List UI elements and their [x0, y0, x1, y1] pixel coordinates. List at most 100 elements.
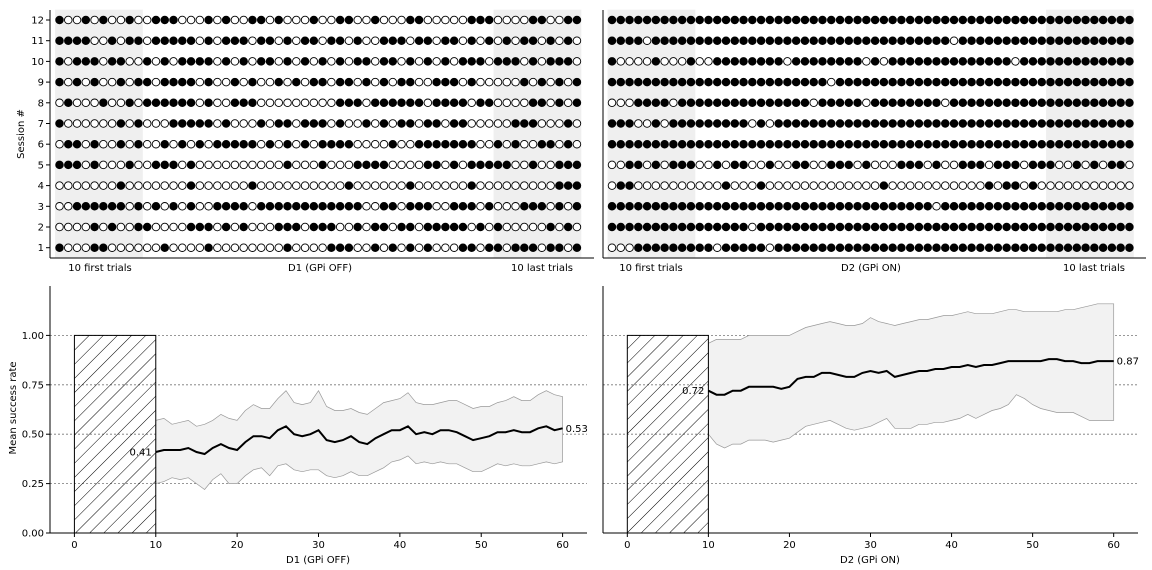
- trial-marker: [1019, 202, 1029, 211]
- trial-marker: [686, 98, 696, 108]
- trial-marker: [616, 222, 626, 232]
- trial-marker: [230, 36, 240, 45]
- trial-marker: [941, 160, 950, 170]
- trial-marker: [704, 139, 713, 149]
- trial-marker: [300, 181, 310, 190]
- trial-marker: [1125, 119, 1134, 128]
- trial-marker: [642, 77, 652, 87]
- trial-marker: [90, 119, 99, 128]
- trial-marker: [414, 243, 424, 252]
- trial-marker: [616, 77, 626, 87]
- trial-marker: [800, 181, 810, 190]
- x-tick-label: 30: [864, 540, 877, 551]
- trial-marker: [335, 36, 345, 45]
- trial-marker: [1019, 119, 1029, 128]
- trial-marker: [476, 202, 485, 211]
- trial-marker: [756, 181, 766, 190]
- trial-marker: [265, 77, 275, 87]
- trial-marker: [642, 57, 652, 66]
- trial-marker: [1019, 222, 1029, 232]
- trial-marker: [283, 139, 292, 149]
- trial-marker: [274, 57, 284, 66]
- trial-marker: [1072, 202, 1082, 211]
- trial-marker: [1063, 57, 1073, 66]
- trial-marker: [379, 57, 389, 66]
- trial-marker: [1072, 77, 1082, 87]
- trial-marker: [976, 77, 985, 87]
- trial-marker: [642, 160, 652, 170]
- trial-marker: [607, 119, 617, 128]
- trial-marker: [695, 243, 704, 252]
- trial-marker: [721, 222, 731, 232]
- trial-marker: [142, 77, 152, 87]
- trial-marker: [432, 57, 441, 66]
- trial-marker: [1028, 181, 1038, 190]
- trial-marker: [449, 181, 459, 190]
- trial-marker: [370, 36, 380, 45]
- trial-marker: [669, 222, 678, 232]
- trial-marker: [406, 202, 415, 211]
- trial-marker: [888, 202, 897, 211]
- trial-marker: [1090, 36, 1099, 45]
- trial-marker: [292, 181, 301, 190]
- trial-marker: [572, 222, 582, 232]
- trial-marker: [695, 181, 704, 190]
- trial-marker: [256, 98, 266, 108]
- trial-marker: [265, 139, 275, 149]
- trial-marker: [870, 202, 880, 211]
- trial-marker: [827, 98, 836, 108]
- trial-marker: [941, 119, 950, 128]
- trial-marker: [476, 243, 485, 252]
- trial-marker: [125, 243, 134, 252]
- trial-marker: [81, 77, 91, 87]
- trial-marker: [493, 181, 503, 190]
- d2-end-value: 0.87: [1117, 357, 1139, 368]
- trial-marker: [827, 139, 836, 149]
- trial-marker: [370, 181, 380, 190]
- trial-marker: [712, 222, 722, 232]
- d2-mean-line: [707, 358, 1114, 396]
- trial-marker: [976, 98, 985, 108]
- trial-marker: [467, 119, 476, 128]
- trial-marker: [458, 202, 468, 211]
- trial-marker: [967, 181, 976, 190]
- x-tick-label: 60: [556, 540, 569, 551]
- trial-marker: [441, 15, 450, 25]
- trial-marker: [800, 36, 810, 45]
- trial-marker: [888, 57, 897, 66]
- trial-marker: [256, 36, 266, 45]
- trial-marker: [300, 36, 310, 45]
- trial-marker: [239, 57, 248, 66]
- trial-marker: [941, 243, 950, 252]
- session-tick-label: 11: [31, 36, 44, 47]
- trial-marker: [879, 15, 889, 25]
- trial-marker: [467, 98, 476, 108]
- trial-marker: [870, 181, 880, 190]
- trial-marker: [1063, 243, 1073, 252]
- trial-marker: [704, 119, 713, 128]
- trial-marker: [327, 77, 336, 87]
- trial-marker: [695, 36, 704, 45]
- trial-marker: [616, 202, 626, 211]
- trial-marker: [213, 160, 222, 170]
- trial-marker: [432, 36, 441, 45]
- trial-marker: [625, 222, 634, 232]
- trial-marker: [160, 202, 169, 211]
- trial-marker: [765, 36, 775, 45]
- trial-marker: [1011, 181, 1020, 190]
- trial-marker: [414, 36, 424, 45]
- trial-marker: [555, 15, 564, 25]
- trial-marker: [55, 202, 64, 211]
- trial-marker: [748, 139, 757, 149]
- trial-marker: [686, 77, 696, 87]
- trial-marker: [125, 202, 134, 211]
- trial-marker: [493, 15, 503, 25]
- trial-marker: [248, 181, 257, 190]
- trial-marker: [853, 222, 862, 232]
- session-tick-label: 9: [38, 78, 44, 89]
- trial-marker: [300, 139, 310, 149]
- trial-marker: [309, 119, 319, 128]
- trial-marker: [511, 119, 520, 128]
- d1-end-value: 0.53: [566, 424, 588, 435]
- trial-marker: [879, 222, 889, 232]
